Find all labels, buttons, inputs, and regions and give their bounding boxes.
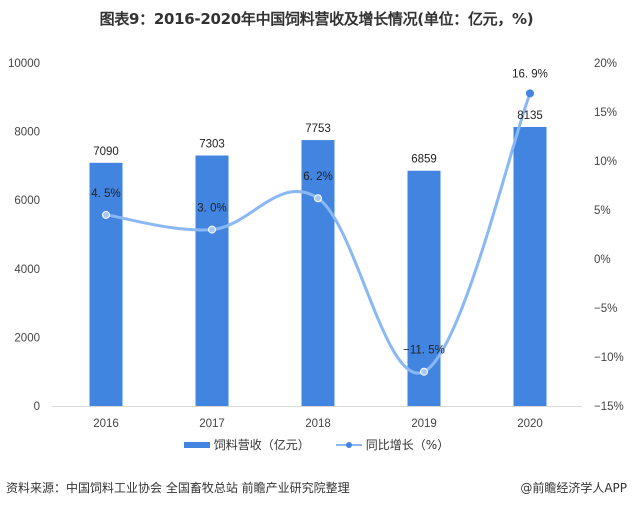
revenue-value-label: 7090	[93, 146, 119, 158]
data-labels: 7090 7303 7753 6859 8135 4. 5% 3. 0% 6. 2% −11. …	[91, 68, 548, 356]
revenue-bar[interactable]	[407, 170, 441, 406]
growth-value-label: 3. 0%	[197, 203, 226, 215]
right-tick-label: −5%	[594, 303, 617, 315]
right-tick-label: 10%	[594, 156, 617, 168]
legend-item-growth[interactable]: 同比增长（%）	[335, 436, 450, 453]
right-tick-label: −15%	[594, 401, 624, 413]
growth-point-marker[interactable]	[314, 194, 322, 203]
growth-point-marker[interactable]	[102, 210, 110, 219]
legend-label-revenue: 饲料营收（亿元）	[213, 438, 310, 452]
right-tick-label: −10%	[594, 352, 624, 364]
growth-value-label: −11. 5%	[403, 345, 445, 357]
right-tick-label: 20%	[594, 58, 617, 70]
legend-item-revenue[interactable]: 饲料营收（亿元）	[183, 436, 310, 453]
x-tick-label: 2018	[305, 418, 331, 430]
growth-value-label: 16. 9%	[512, 68, 548, 80]
left-tick-label: 10000	[8, 58, 40, 70]
x-tick-label: 2016	[93, 418, 119, 430]
revenue-value-label: 6859	[411, 154, 437, 166]
left-tick-label: 8000	[14, 127, 40, 139]
line-marker-swatch-icon	[335, 440, 362, 450]
growth-line	[104, 91, 532, 375]
legend-label-growth: 同比增长（%）	[365, 438, 450, 452]
growth-markers	[102, 89, 534, 376]
bar-swatch-icon	[183, 441, 210, 448]
revenue-value-label: 7303	[199, 139, 225, 151]
revenue-bar[interactable]	[195, 155, 229, 406]
growth-value-label: 6. 2%	[303, 171, 332, 183]
left-axis-ticks: 0 2000 4000 6000 8000 10000	[8, 58, 40, 413]
bars	[89, 126, 547, 407]
right-tick-label: 15%	[594, 107, 617, 119]
revenue-bar[interactable]	[513, 126, 547, 407]
growth-point-marker[interactable]	[208, 225, 216, 234]
growth-value-label: 4. 5%	[91, 188, 120, 200]
right-tick-label: 5%	[594, 205, 611, 217]
credit-note: @前瞻经济学人APP	[520, 481, 627, 495]
right-axis-ticks: −15% −10% −5% 0% 5% 10% 15% 20%	[594, 58, 624, 413]
revenue-value-label: 8135	[517, 110, 543, 122]
revenue-bar[interactable]	[89, 162, 123, 406]
left-tick-label: 0	[34, 401, 40, 413]
source-note: 资料来源：中国饲料工业协会 全国畜牧总站 前瞻产业研究院整理	[6, 481, 350, 495]
left-tick-label: 2000	[14, 332, 40, 344]
revenue-bar[interactable]	[301, 140, 335, 407]
x-tick-label: 2019	[411, 418, 437, 430]
left-tick-label: 6000	[14, 195, 40, 207]
chart-title: 图表9：2016-2020年中国饲料营收及增长情况(单位：亿元，%)	[99, 10, 534, 28]
chart-plot: 0 2000 4000 6000 8000 10000 −15% −10% −5% 0% 5% 10…	[8, 58, 624, 430]
growth-point-marker[interactable]	[526, 89, 534, 98]
growth-point-marker[interactable]	[420, 367, 428, 376]
legend: 饲料营收（亿元） 同比增长（%）	[0, 436, 633, 453]
left-tick-label: 4000	[14, 264, 40, 276]
x-axis-ticks: 2016 2017 2018 2019 2020	[93, 418, 543, 430]
revenue-value-label: 7753	[305, 123, 331, 135]
x-tick-label: 2020	[517, 418, 543, 430]
right-tick-label: 0%	[594, 254, 611, 266]
x-tick-label: 2017	[199, 418, 225, 430]
